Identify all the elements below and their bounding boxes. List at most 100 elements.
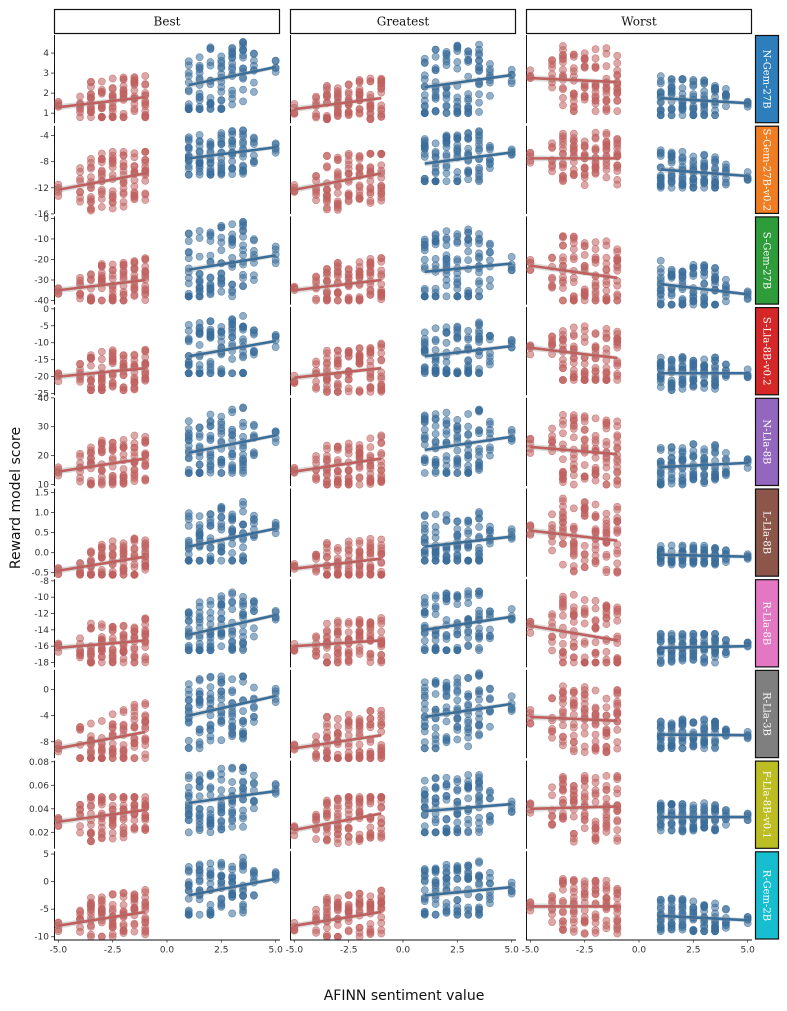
data-point: [377, 614, 386, 622]
data-point: [119, 745, 128, 754]
data-point: [442, 461, 451, 470]
data-point: [97, 103, 106, 112]
data-point: [119, 178, 128, 187]
data-point: [228, 525, 237, 533]
data-point: [526, 629, 535, 637]
data-point: [475, 318, 483, 327]
y-tick-label: -15: [34, 356, 49, 366]
data-point: [217, 556, 226, 565]
data-point: [602, 454, 611, 463]
data-point: [217, 469, 226, 477]
data-point: [355, 643, 364, 652]
data-point: [548, 282, 556, 291]
data-point: [323, 548, 331, 557]
data-point: [453, 292, 462, 301]
data-point: [591, 238, 600, 247]
data-point: [184, 617, 193, 625]
data-point: [431, 414, 440, 423]
data-point: [87, 479, 95, 488]
data-point: [475, 629, 483, 638]
data-point: [569, 97, 578, 106]
data-point: [76, 725, 84, 734]
data-point: [87, 173, 95, 182]
data-point: [323, 628, 331, 637]
data-point: [206, 672, 215, 681]
data-point: [559, 144, 567, 153]
data-point: [239, 312, 247, 320]
data-point: [54, 192, 63, 200]
data-point: [420, 58, 429, 67]
data-point: [312, 455, 320, 464]
data-point: [667, 300, 676, 309]
data-point: [420, 71, 429, 80]
data-point: [217, 367, 226, 376]
data-point: [271, 518, 280, 527]
data-point: [355, 191, 364, 200]
data-point: [700, 261, 709, 269]
row-title: R-Lla-8B: [761, 601, 772, 645]
data-point: [87, 658, 95, 667]
panel: [54, 397, 280, 489]
data-point: [569, 129, 578, 138]
row-strip: [754, 34, 780, 124]
data-point: [656, 268, 665, 277]
data-point: [475, 277, 483, 286]
data-point: [613, 480, 622, 489]
data-point: [217, 327, 226, 336]
data-point: [559, 232, 567, 241]
data-point: [333, 543, 342, 552]
data-point: [366, 357, 375, 366]
data-point: [591, 281, 600, 290]
data-point: [569, 146, 578, 155]
data-point: [355, 562, 364, 571]
data-point: [250, 140, 258, 148]
data-point: [228, 469, 237, 477]
data-point: [239, 520, 247, 529]
data-point: [366, 658, 375, 666]
data-point: [228, 597, 237, 606]
data-point: [580, 83, 589, 92]
data-point: [442, 101, 451, 110]
data-point: [239, 217, 247, 226]
data-point: [323, 358, 331, 367]
data-point: [559, 508, 567, 516]
data-point: [366, 434, 375, 443]
data-point: [656, 472, 665, 481]
data-point: [344, 151, 353, 160]
data-point: [464, 369, 473, 377]
data-point: [217, 458, 226, 467]
data-point: [602, 647, 611, 656]
data-point: [217, 246, 226, 255]
data-point: [613, 51, 622, 60]
data-point: [184, 680, 193, 689]
data-point: [108, 346, 117, 355]
data-point: [580, 658, 589, 667]
data-point: [442, 133, 451, 142]
data-point: [678, 102, 687, 111]
data-point: [184, 321, 193, 329]
data-point: [656, 256, 665, 265]
data-point: [206, 552, 215, 561]
data-point: [700, 178, 709, 187]
data-point: [312, 550, 320, 559]
data-point: [333, 155, 342, 164]
data-point: [656, 446, 665, 454]
data-point: [290, 100, 299, 108]
data-point: [464, 593, 473, 601]
data-point: [453, 238, 462, 247]
data-point: [228, 450, 237, 459]
data-point: [464, 168, 473, 177]
data-point: [366, 74, 375, 83]
data-point: [119, 188, 128, 197]
data-point: [420, 142, 429, 151]
data-point: [130, 627, 139, 636]
data-point: [548, 424, 556, 433]
data-point: [700, 379, 709, 387]
data-point: [184, 743, 193, 752]
data-point: [689, 474, 698, 483]
data-point: [602, 610, 611, 619]
data-point: [184, 556, 193, 565]
data-point: [119, 109, 128, 118]
data-point: [344, 352, 353, 360]
data-point: [569, 566, 578, 575]
